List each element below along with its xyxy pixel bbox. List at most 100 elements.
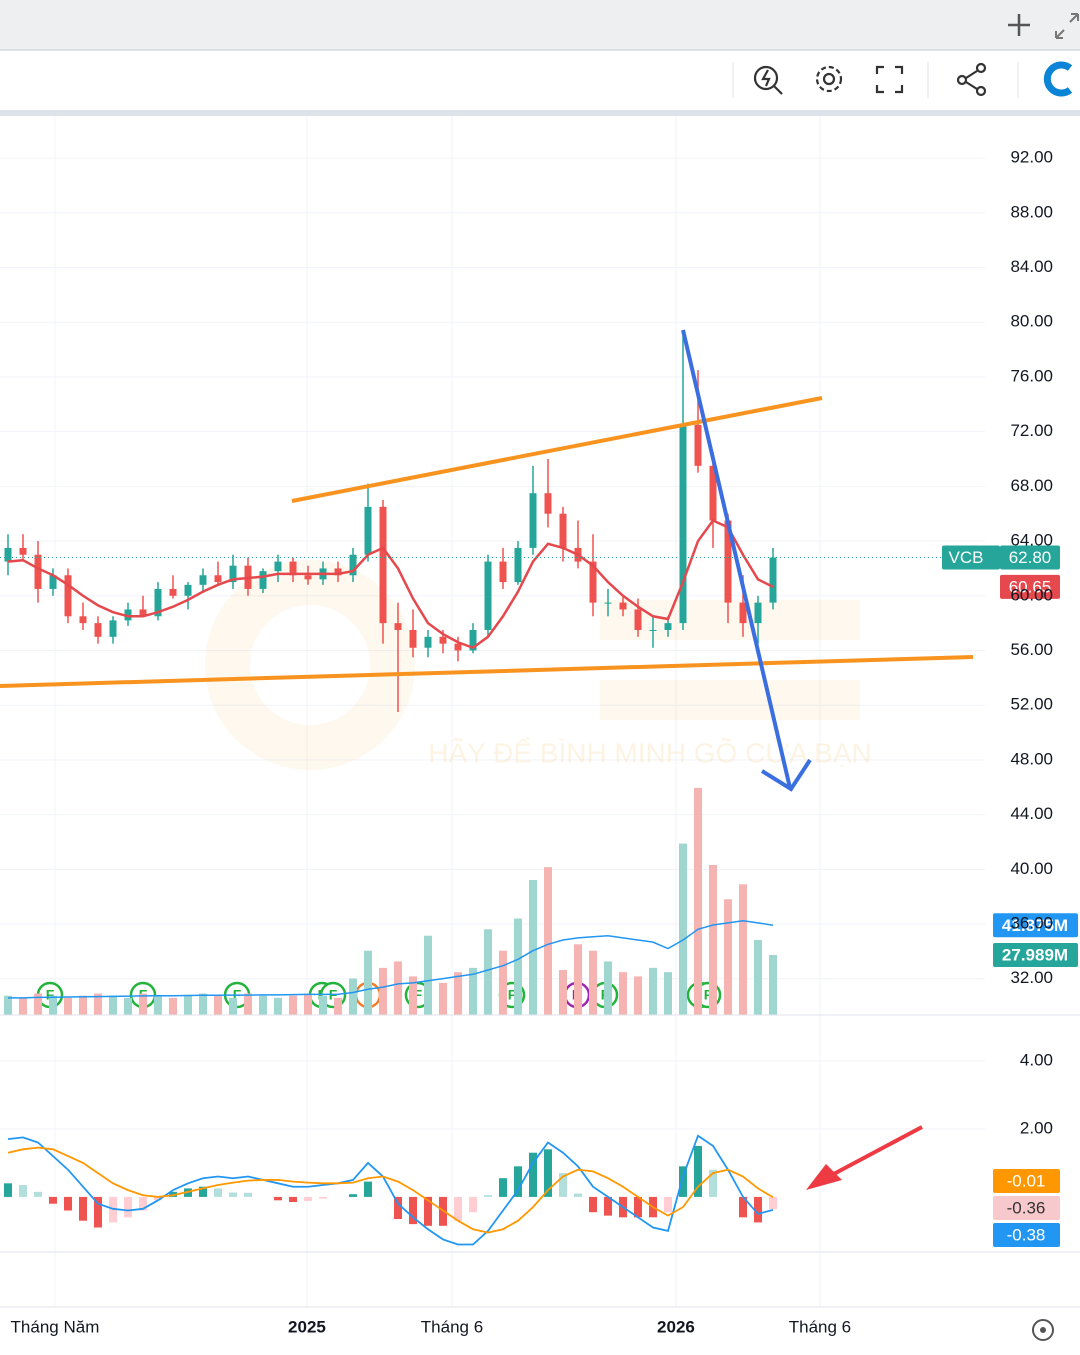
candle-body xyxy=(49,575,57,589)
histogram-bar xyxy=(48,1196,57,1204)
pointer-arrow xyxy=(829,1125,923,1178)
y-tick-label: 68.00 xyxy=(1010,476,1053,495)
symbol-label: VCB xyxy=(949,548,984,567)
candle-body xyxy=(169,588,177,596)
histogram-bar xyxy=(363,1181,372,1197)
candle-body xyxy=(19,547,27,555)
plot: FFFFFSFFDFFF xyxy=(0,335,985,1246)
expand-button[interactable] xyxy=(1055,13,1079,39)
alert-button[interactable] xyxy=(753,65,783,95)
candle-body xyxy=(424,636,432,648)
candle-body xyxy=(259,571,267,589)
volume-bar xyxy=(18,997,27,1015)
volume-bar xyxy=(108,995,117,1015)
annotations xyxy=(0,329,974,1190)
histogram-bar xyxy=(423,1196,432,1226)
histogram-bar xyxy=(453,1196,462,1221)
volume-tag-label: 27.989M xyxy=(1002,946,1068,965)
x-tick-label: 2026 xyxy=(657,1317,695,1336)
volume-bar xyxy=(679,843,688,1015)
histogram-bar xyxy=(634,1196,643,1218)
histogram-bar xyxy=(153,1196,162,1201)
y-tick-label: 40.00 xyxy=(1010,859,1053,878)
candle-body xyxy=(484,561,492,630)
event-label: F xyxy=(46,987,55,1003)
settings-button[interactable] xyxy=(815,65,843,93)
y-tick-label: 88.00 xyxy=(1010,202,1053,221)
top-bar xyxy=(0,0,1080,50)
volume-bar xyxy=(183,995,192,1015)
share-button[interactable] xyxy=(956,62,987,97)
volume-bar xyxy=(544,867,553,1015)
fullscreen-button[interactable] xyxy=(875,65,904,94)
histogram-bar xyxy=(138,1196,147,1211)
histogram-bar xyxy=(123,1196,132,1218)
histogram-bar xyxy=(408,1196,417,1225)
y-tick-label: 80.00 xyxy=(1010,312,1053,331)
histogram-bar xyxy=(679,1166,688,1197)
x-tick-label: Tháng Năm xyxy=(11,1317,100,1336)
pointer-arrow-head xyxy=(806,1164,842,1190)
histogram-bar xyxy=(3,1183,12,1197)
ma-tag xyxy=(1000,574,1060,599)
candle-body xyxy=(709,465,717,521)
candle-body xyxy=(274,561,282,572)
price-tags: VCB 62.80 60.65 41.875M 27.989M -0.01 -0.36 -0.… xyxy=(942,545,1078,1247)
candle-body xyxy=(634,609,642,630)
y-tick-label: 52.00 xyxy=(1010,695,1053,714)
histogram-bar xyxy=(604,1196,613,1216)
candle-body xyxy=(604,602,612,604)
candle-body xyxy=(679,424,687,624)
volume-bar xyxy=(694,787,703,1015)
histogram-bar xyxy=(198,1186,207,1197)
candle-body xyxy=(64,575,72,617)
candle-body xyxy=(469,629,477,651)
candle-body xyxy=(439,636,447,644)
watermark-text: HÃY ĐỂ BÌNH MINH GÕ CỬA BẠN xyxy=(428,736,871,768)
volume-bar xyxy=(3,995,12,1015)
macd-tag-label: -0.38 xyxy=(1007,1225,1046,1244)
volume-bar xyxy=(363,950,372,1015)
histogram-bar xyxy=(544,1149,553,1197)
histogram-bar xyxy=(754,1196,763,1223)
y-tick-label: 4.00 xyxy=(1020,1050,1053,1069)
histogram-bar xyxy=(33,1191,42,1197)
volume-bar xyxy=(63,997,72,1015)
x-tick-label: 2025 xyxy=(288,1317,326,1336)
histogram-bar xyxy=(348,1194,357,1197)
volume-bar xyxy=(619,972,628,1015)
histogram-bar xyxy=(78,1196,87,1221)
volume-bar xyxy=(198,993,207,1015)
app-logo[interactable] xyxy=(1043,61,1073,97)
volume-average xyxy=(7,919,774,999)
y-tick-label: 36.00 xyxy=(1010,914,1053,933)
volume-bar xyxy=(258,995,267,1015)
moving-average xyxy=(7,518,774,650)
y-tick-label: 84.00 xyxy=(1010,257,1053,276)
histogram-bar xyxy=(243,1192,252,1197)
y-tick-label: 32.00 xyxy=(1010,968,1053,987)
candle-body xyxy=(529,493,537,548)
volume-bar xyxy=(213,995,222,1015)
macd-line xyxy=(7,1134,774,1246)
volume-bar xyxy=(228,997,237,1015)
histogram-bar xyxy=(514,1166,522,1197)
volume-bar xyxy=(649,967,658,1015)
add-button[interactable] xyxy=(1008,14,1030,36)
candle-body xyxy=(589,561,597,603)
candle-body xyxy=(754,602,762,624)
histogram-bar xyxy=(468,1196,477,1213)
axis-settings-button[interactable] xyxy=(1032,1319,1054,1341)
macd-tag xyxy=(993,1169,1060,1193)
symbol-tag xyxy=(942,545,1000,570)
histogram-bar xyxy=(769,1196,778,1210)
volume-bar xyxy=(589,950,598,1015)
candle-body xyxy=(79,616,87,624)
candle-body xyxy=(559,513,567,548)
candle-body xyxy=(289,561,297,576)
volume-bar xyxy=(273,997,282,1015)
y-tick-label: 64.00 xyxy=(1010,531,1053,550)
candle-body xyxy=(304,575,312,580)
y-tick-label: 44.00 xyxy=(1010,804,1053,823)
candle-body xyxy=(229,565,237,583)
